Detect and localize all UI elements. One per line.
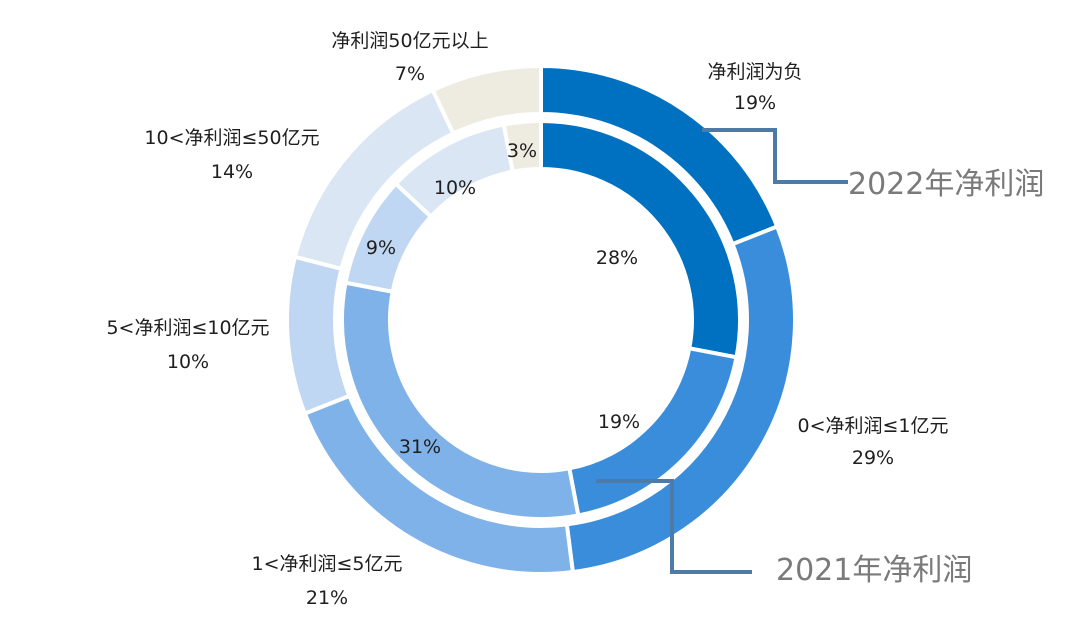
category-label-5-10: 5<净利润≤10亿元 bbox=[106, 317, 269, 339]
value-label-2021-negative: 28% bbox=[596, 247, 638, 269]
value-label-2021-1-5: 31% bbox=[399, 436, 441, 458]
category-label-10-50: 10<净利润≤50亿元 bbox=[144, 127, 319, 149]
value-label-2022-1-5: 21% bbox=[306, 587, 348, 609]
category-label-50plus: 净利润50亿元以上 bbox=[331, 30, 488, 52]
series-label-2022: 2022年净利润 bbox=[848, 167, 1044, 202]
value-label-2021-5-10: 9% bbox=[366, 237, 396, 259]
outer-slice-5-10 bbox=[285, 254, 353, 417]
inner-slice-50plus bbox=[501, 118, 543, 175]
series-label-2021: 2021年净利润 bbox=[776, 553, 972, 588]
value-label-2021-50plus: 3% bbox=[507, 140, 537, 162]
value-label-2022-negative: 19% bbox=[734, 92, 776, 114]
inner-ring-2021 bbox=[340, 118, 742, 521]
value-label-2021-0-1: 19% bbox=[598, 411, 640, 433]
value-label-2022-50plus: 7% bbox=[395, 63, 425, 85]
value-label-2022-0-1: 29% bbox=[852, 447, 894, 469]
outer-label-5-10: 5<净利润≤10亿元 10% bbox=[106, 317, 269, 373]
series-callout-line-2022 bbox=[702, 128, 848, 184]
category-label-1-5: 1<净利润≤5亿元 bbox=[251, 553, 402, 575]
value-label-2021-10-50: 10% bbox=[434, 177, 476, 199]
value-label-2022-5-10: 10% bbox=[167, 351, 209, 373]
series-callout-line-2021 bbox=[596, 479, 752, 574]
outer-ring-2022 bbox=[285, 63, 797, 576]
outer-slice-50plus bbox=[430, 63, 543, 137]
category-label-negative: 净利润为负 bbox=[707, 61, 802, 83]
outer-label-0-1: 0<净利润≤1亿元 29% bbox=[797, 415, 948, 469]
outer-label-10-50: 10<净利润≤50亿元 14% bbox=[144, 127, 319, 183]
category-label-0-1: 0<净利润≤1亿元 bbox=[797, 415, 948, 437]
value-label-2022-10-50: 14% bbox=[211, 161, 253, 183]
outer-label-negative: 净利润为负 19% bbox=[707, 61, 802, 114]
outer-label-50plus: 净利润50亿元以上 7% bbox=[331, 30, 488, 85]
outer-label-1-5: 1<净利润≤5亿元 21% bbox=[251, 553, 402, 609]
